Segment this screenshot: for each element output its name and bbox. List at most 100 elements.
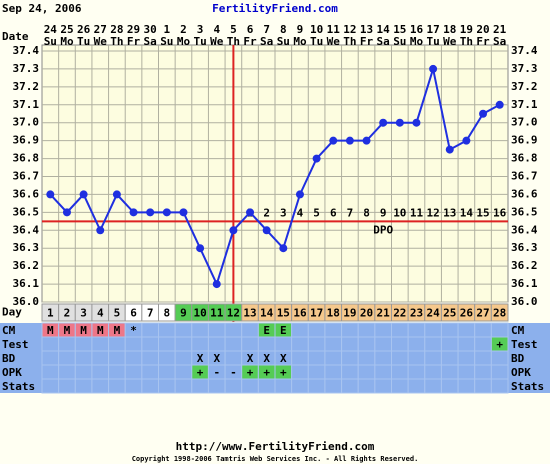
row-mark: + — [496, 338, 503, 351]
row-cell — [74, 350, 93, 366]
weekday-label: Sa — [377, 35, 390, 48]
weekday-label: Su — [160, 35, 173, 48]
weekday-label: We — [443, 35, 457, 48]
row-cell — [241, 336, 259, 352]
row-cell — [324, 350, 343, 366]
date-label: 7 — [263, 23, 270, 36]
day-number: 12 — [227, 307, 240, 320]
temperature-point — [129, 208, 138, 217]
day-number: 15 — [277, 307, 290, 320]
dpo-label: 12 — [426, 206, 439, 219]
row-cell — [341, 350, 359, 366]
row-cell — [191, 322, 209, 338]
row-cell — [291, 336, 309, 352]
row-cell — [324, 378, 343, 394]
day-number: 4 — [97, 307, 104, 320]
row-cell — [457, 364, 476, 380]
y-tick-label: 37.2 — [13, 80, 40, 93]
row-background-left — [0, 365, 42, 379]
row-background-left — [0, 323, 42, 337]
temperature-point — [162, 208, 171, 217]
day-number: 27 — [476, 307, 489, 320]
row-cell — [58, 336, 76, 352]
row-cell — [307, 336, 326, 352]
row-cell — [291, 378, 309, 394]
row-cell — [207, 378, 226, 394]
row-cell — [108, 350, 126, 366]
row-cell — [374, 364, 393, 380]
date-label: 17 — [426, 23, 439, 36]
row-cell — [357, 322, 376, 338]
row-cell — [274, 378, 293, 394]
day-number: 16 — [293, 307, 307, 320]
dpo-label: 11 — [410, 206, 424, 219]
day-number: 9 — [180, 307, 187, 320]
row-cell — [224, 322, 243, 338]
row-cell — [457, 350, 476, 366]
day-number: 20 — [360, 307, 373, 320]
row-cell — [141, 364, 160, 380]
y-tick-label-right: 36.9 — [511, 134, 538, 147]
y-tick-label-right: 36.3 — [511, 241, 538, 254]
row-mark: M — [97, 324, 104, 337]
date-label: 8 — [280, 23, 287, 36]
row-cell — [158, 350, 176, 366]
temperature-point — [46, 190, 55, 199]
y-tick-label-right: 36.0 — [511, 295, 538, 308]
row-cell — [457, 336, 476, 352]
temperature-point — [495, 100, 504, 109]
row-cell — [91, 364, 110, 380]
row-cell — [58, 364, 76, 380]
y-tick-label: 37.0 — [13, 116, 40, 129]
copyright: Copyright 1998-2006 Tamtris Web Services… — [132, 455, 419, 463]
weekday-label: Th — [343, 35, 356, 48]
row-cell — [490, 364, 509, 380]
date-label: 26 — [77, 23, 91, 36]
temperature-point — [229, 226, 238, 235]
day-number: 26 — [460, 307, 474, 320]
y-tick-label: 37.4 — [13, 44, 40, 57]
y-tick-label: 36.3 — [13, 241, 40, 254]
weekday-label: We — [94, 35, 108, 48]
row-cell — [158, 322, 176, 338]
date-label: 6 — [247, 23, 254, 36]
day-number: 18 — [327, 307, 340, 320]
day-number: 25 — [443, 307, 456, 320]
temperature-point — [379, 118, 388, 127]
y-tick-label-right: 37.2 — [511, 80, 538, 93]
row-cell — [141, 378, 160, 394]
weekday-label: Tu — [193, 35, 206, 48]
dpo-label: 7 — [347, 206, 354, 219]
row-mark: M — [80, 324, 87, 337]
weekday-label: Su — [44, 35, 57, 48]
footer-url[interactable]: http://www.FertilityFriend.com — [176, 440, 375, 453]
y-tick-label: 36.6 — [13, 187, 40, 200]
row-cell — [440, 322, 459, 338]
day-number: 6 — [130, 307, 137, 320]
temperature-point — [345, 136, 354, 145]
row-cell — [407, 378, 426, 394]
row-cell — [124, 364, 143, 380]
weekday-label: Sa — [260, 35, 273, 48]
row-cell — [424, 378, 442, 394]
date-label: 21 — [493, 23, 507, 36]
row-cell — [474, 336, 492, 352]
row-cell — [108, 364, 126, 380]
row-cell — [341, 336, 359, 352]
row-label-right: BD — [511, 352, 525, 365]
row-cell — [457, 378, 476, 394]
day-number: 13 — [243, 307, 256, 320]
weekday-label: Fr — [243, 35, 257, 48]
row-cell — [357, 350, 376, 366]
row-mark: - — [213, 366, 220, 379]
row-cell — [391, 378, 409, 394]
y-tick-label: 36.8 — [13, 152, 40, 165]
row-cell — [391, 364, 409, 380]
y-tick-label-right: 37.1 — [511, 98, 538, 111]
site-title[interactable]: FertilityFriend.com — [212, 2, 338, 15]
row-cell — [407, 350, 426, 366]
y-tick-label-right: 37.3 — [511, 62, 538, 75]
row-cell — [41, 350, 60, 366]
row-cell — [41, 364, 60, 380]
row-cell — [490, 350, 509, 366]
